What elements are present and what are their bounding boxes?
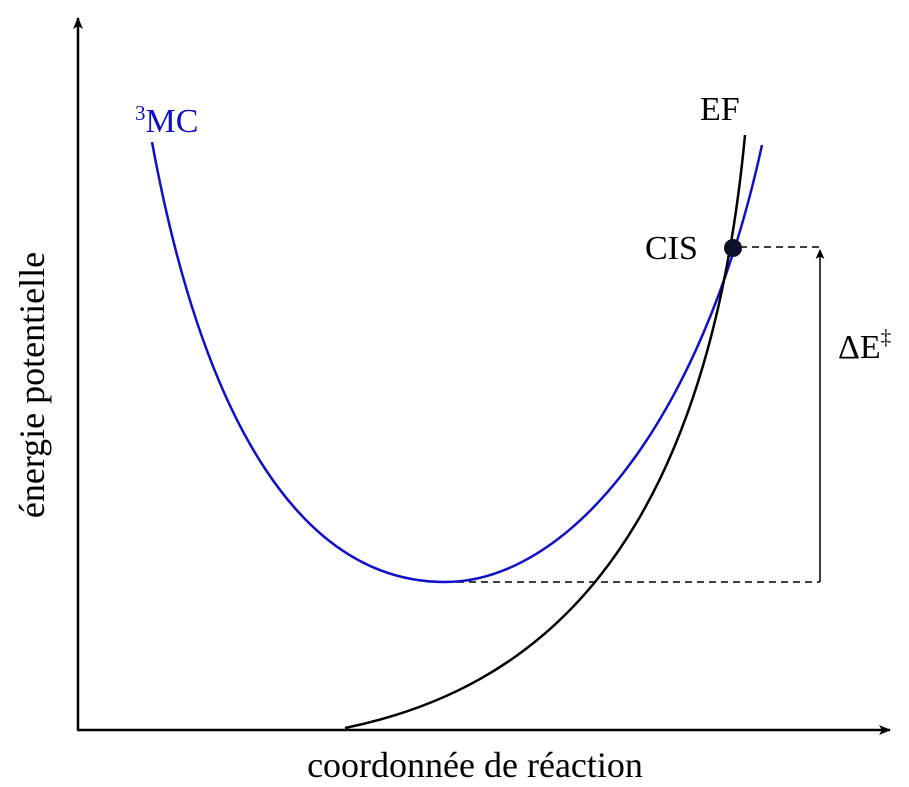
mc-text: MC (146, 103, 199, 140)
mc-curve (150, 141, 764, 584)
ef-label: EF (700, 91, 740, 128)
y-axis-label: énergie potentielle (12, 252, 52, 518)
gap-sup: ‡ (881, 325, 892, 349)
mc-sup: 3 (135, 101, 146, 125)
gap-label: ΔE‡ (838, 325, 891, 366)
mc-label: 3MC (135, 101, 198, 140)
gap-text: ΔE (838, 329, 881, 366)
x-axis-label: coordonnée de réaction (307, 745, 643, 785)
ef-curve (344, 134, 747, 730)
cis-label: CIS (645, 230, 698, 267)
cis-point (724, 239, 742, 257)
